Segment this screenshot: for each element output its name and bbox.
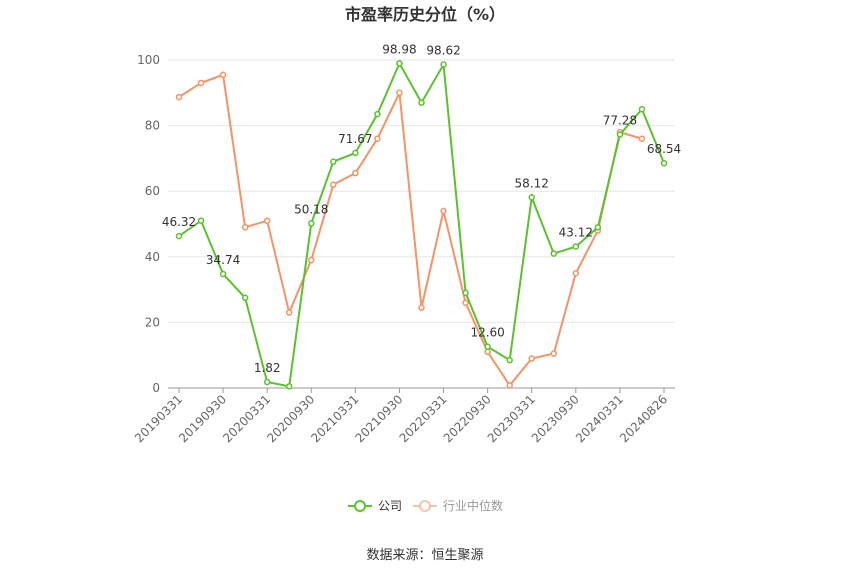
data-label: 98.98	[382, 42, 416, 56]
data-point-company[interactable]	[285, 383, 293, 390]
legend-marker-company	[354, 500, 366, 512]
data-point-company[interactable]	[484, 343, 491, 350]
data-point-industry[interactable]	[638, 135, 646, 142]
legend-label-company: 公司	[378, 499, 402, 513]
legend-label-industry: 行业中位数	[443, 498, 503, 513]
data-point-industry[interactable]	[197, 79, 205, 87]
data-point-industry[interactable]	[241, 224, 249, 231]
y-tick-label: 20	[145, 315, 160, 329]
legend-item-company[interactable]: 公司	[348, 499, 402, 513]
data-label: 12.60	[470, 326, 504, 340]
data-label: 77.28	[603, 114, 637, 128]
data-label: 71.67	[338, 132, 372, 146]
y-tick-label: 80	[145, 119, 160, 133]
data-label: 58.12	[515, 176, 549, 190]
data-point-industry[interactable]	[308, 256, 315, 264]
data-label: 34.74	[206, 253, 240, 267]
data-point-company[interactable]	[550, 250, 558, 257]
data-point-industry[interactable]	[396, 89, 403, 97]
data-point-industry[interactable]	[528, 355, 535, 362]
x-tick-label: 20240826	[617, 392, 670, 445]
data-point-industry[interactable]	[263, 217, 271, 224]
data-point-company[interactable]	[197, 217, 205, 224]
y-tick-label: 0	[152, 381, 160, 395]
x-axis: 2019033120190930202003312020093020210331…	[132, 387, 675, 445]
data-point-company[interactable]	[528, 194, 535, 201]
data-source: 数据来源：恒生聚源	[366, 548, 483, 563]
y-tick-label: 100	[137, 53, 160, 67]
grid	[168, 59, 675, 323]
legend-item-industry[interactable]: 行业中位数	[413, 498, 503, 513]
data-point-industry[interactable]	[462, 299, 469, 306]
y-tick-label: 40	[145, 250, 160, 264]
data-point-company[interactable]	[638, 105, 646, 113]
legend-marker-industry	[419, 500, 431, 512]
data-point-industry[interactable]	[330, 181, 337, 188]
data-point-industry[interactable]	[506, 382, 513, 389]
data-point-company[interactable]	[396, 60, 403, 67]
data-labels: 46.32 34.74 1.82 50.18 71.67 98.98 98.62 12.60 5…	[162, 42, 681, 375]
data-point-company[interactable]	[241, 294, 249, 302]
data-point-industry[interactable]	[374, 135, 381, 142]
legend[interactable]: 公司 行业中位数	[348, 498, 503, 513]
data-point-company[interactable]	[374, 110, 381, 118]
chart-title: 市盈率历史分位（%）	[345, 5, 505, 24]
data-point-industry[interactable]	[418, 304, 425, 311]
data-point-company[interactable]	[440, 61, 447, 68]
data-point-industry[interactable]	[572, 269, 580, 277]
data-point-company[interactable]	[330, 158, 337, 165]
data-point-company[interactable]	[352, 149, 359, 157]
data-label: 50.18	[294, 202, 328, 216]
series-line-industry	[178, 73, 643, 388]
data-point-industry[interactable]	[219, 71, 227, 79]
data-label: 43.12	[559, 226, 593, 240]
data-point-company[interactable]	[660, 159, 668, 167]
data-point-industry[interactable]	[285, 309, 293, 316]
data-point-industry[interactable]	[484, 348, 491, 356]
data-point-company[interactable]	[308, 220, 315, 227]
data-point-company[interactable]	[418, 99, 425, 106]
y-tick-label: 60	[145, 184, 160, 198]
data-point-company[interactable]	[506, 356, 513, 364]
data-point-company[interactable]	[594, 224, 602, 231]
data-point-company[interactable]	[219, 270, 227, 278]
data-point-industry[interactable]	[550, 350, 558, 357]
data-point-company[interactable]	[462, 289, 469, 297]
data-point-company[interactable]	[263, 378, 271, 386]
data-point-industry[interactable]	[352, 169, 359, 177]
y-axis: 0 20 40 60 80 100	[137, 53, 160, 395]
data-point-company[interactable]	[572, 243, 580, 250]
data-point-industry[interactable]	[440, 207, 447, 215]
data-point-company[interactable]	[616, 131, 624, 138]
series-layer	[175, 60, 668, 390]
data-point-industry[interactable]	[175, 93, 183, 101]
data-label: 46.32	[162, 215, 196, 229]
data-label: 68.54	[647, 142, 681, 156]
data-point-company[interactable]	[175, 232, 183, 240]
data-label: 98.62	[426, 44, 460, 58]
data-label: 1.82	[254, 361, 281, 375]
